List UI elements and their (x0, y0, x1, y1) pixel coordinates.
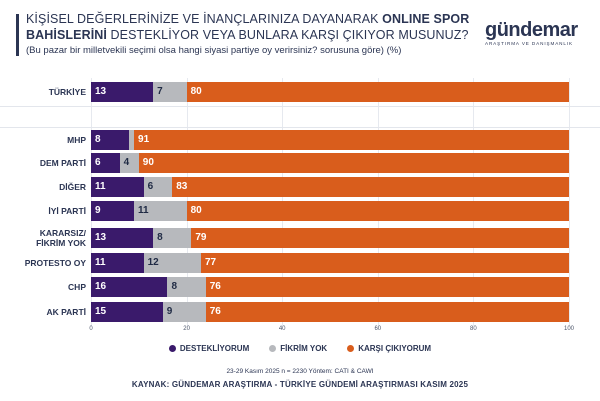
chart-subtitle: (Bu pazar bir milletvekili seçimi olsa h… (26, 45, 402, 56)
bar-fikrim-yok (153, 82, 187, 102)
data-label-karsi: 80 (190, 86, 202, 97)
bar-fikrim-yok (153, 228, 192, 248)
category-label: DEM PARTİ (39, 158, 86, 168)
chart-legend: DESTEKLİYORUM FİKRİM YOK KARŞI ÇIKIYORUM (0, 344, 600, 353)
bar-destek (91, 130, 130, 150)
legend-label-fikrim-yok: FİKRİM YOK (280, 344, 328, 353)
legend-swatch-fikrim-yok (269, 345, 277, 352)
category-label: TÜRKİYE (48, 87, 86, 97)
logo-wordmark: gündemar (485, 19, 578, 41)
bar-fikrim-yok (134, 201, 187, 221)
x-tick-label: 100 (563, 326, 575, 332)
data-label-fikrim-yok: 4 (123, 157, 130, 168)
title-bold-1: ONLINE SPOR (382, 12, 470, 26)
data-label-karsi: 76 (209, 281, 221, 292)
data-label-fikrim-yok: 9 (166, 306, 173, 317)
bar-karsi (138, 153, 569, 173)
title-accent-bar (16, 14, 19, 56)
legend-label-destek: DESTEKLİYORUM (179, 344, 250, 353)
source-line: KAYNAK: GÜNDEMAR ARAŞTIRMA - TÜRKİYE GÜN… (131, 380, 469, 389)
bar-destek (91, 82, 154, 102)
x-tick-label: 20 (183, 326, 190, 332)
data-label-destek: 15 (95, 306, 107, 317)
bar-karsi (186, 201, 569, 221)
legend-item-fikrim-yok: FİKRİM YOK (269, 344, 327, 353)
survey-footnote: 23-29 Kasım 2025 n = 2230 Yöntem: CATI &… (226, 368, 374, 375)
bar-karsi (191, 228, 569, 248)
data-label-karsi: 91 (138, 134, 150, 145)
legend-item-karsi: KARŞI ÇIKIYORUM (347, 344, 431, 353)
category-label: CHP (68, 282, 86, 292)
data-label-karsi: 77 (204, 257, 217, 268)
bar-karsi (200, 253, 569, 273)
data-label-fikrim-yok: 6 (147, 181, 154, 192)
data-label-karsi: 79 (195, 232, 207, 243)
x-tick-label: 60 (374, 326, 382, 332)
bar-destek (91, 302, 163, 322)
data-label-destek: 6 (95, 157, 101, 168)
bar-karsi (205, 302, 569, 322)
data-label-karsi: 83 (176, 181, 188, 192)
bar-fikrim-yok (162, 302, 206, 322)
category-label: MHP (67, 135, 86, 145)
data-label-destek: 13 (95, 86, 107, 97)
bar-destek (91, 177, 144, 197)
category-label: KARARSIZ/ FİKRİM YOK (36, 228, 86, 248)
data-label-destek: 16 (95, 281, 107, 292)
data-label-fikrim-yok: 8 (157, 232, 163, 243)
bar-fikrim-yok (119, 153, 139, 173)
bar-destek (91, 277, 168, 297)
data-label-karsi: 80 (190, 205, 202, 216)
data-label-destek: 13 (95, 232, 107, 243)
bar-karsi (205, 277, 569, 297)
category-label: PROTESTO OY (24, 258, 86, 268)
bar-karsi (134, 130, 569, 150)
data-label-karsi: 90 (142, 157, 154, 168)
bar-fikrim-yok (143, 177, 173, 197)
bar-karsi (172, 177, 569, 197)
bar-fikrim-yok (167, 277, 206, 297)
row-separator (0, 127, 600, 128)
legend-item-destek: DESTEKLİYORUM (168, 344, 250, 353)
category-label: AK PARTİ (46, 307, 86, 317)
bar-destek (91, 228, 154, 248)
x-tick-label: 80 (470, 326, 477, 332)
data-label-destek: 8 (95, 134, 101, 145)
legend-label-karsi: KARŞI ÇIKIYORUM (358, 344, 432, 353)
x-tick-label: 0 (89, 326, 93, 332)
logo-tagline: ARAŞTIRMA VE DANIŞMANLIK (485, 41, 573, 46)
title-text-2: DESTEKLİYOR VEYA BUNLARA KARŞI ÇIKIYOR M… (106, 28, 469, 42)
data-label-fikrim-yok: 8 (171, 281, 178, 292)
gridline-100 (569, 78, 570, 326)
gundemar-logo: gündemar ARAŞTIRMA VE DANIŞMANLIK (485, 20, 585, 46)
legend-swatch-karsi (347, 345, 355, 352)
bar-destek (91, 253, 144, 273)
legend-swatch-destek (168, 345, 176, 352)
row-separator (0, 106, 600, 107)
bar-fikrim-yok (129, 130, 134, 150)
category-label: İYİ PARTİ (48, 206, 86, 216)
bar-destek (91, 201, 135, 221)
category-label: DİĞER (59, 182, 86, 192)
title-text-1: KİŞİSEL DEĞERLERİNİZE VE İNANÇLARINIZA D… (26, 12, 383, 26)
bar-karsi (186, 82, 569, 102)
data-label-karsi: 76 (209, 306, 221, 317)
data-label-fikrim-yok: 11 (138, 205, 149, 216)
x-tick-label: 40 (278, 326, 286, 332)
bar-fikrim-yok (143, 253, 201, 273)
data-label-destek: 9 (95, 205, 101, 216)
bar-destek (91, 153, 120, 173)
data-label-destek: 11 (95, 181, 106, 192)
data-label-fikrim-yok: 7 (157, 86, 163, 97)
title-bold-2: BAHİSLERİNİ (26, 28, 107, 42)
chart-title: KİŞİSEL DEĞERLERİNİZE VE İNANÇLARINIZA D… (26, 11, 476, 43)
data-label-destek: 11 (95, 257, 106, 268)
data-label-fikrim-yok: 12 (147, 257, 159, 268)
